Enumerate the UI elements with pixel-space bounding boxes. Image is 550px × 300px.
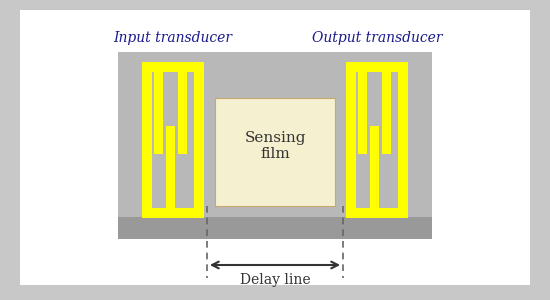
Bar (398, 72, 408, 208)
Bar (215, 98, 335, 206)
Bar (346, 62, 408, 72)
Bar (178, 72, 187, 154)
Bar (382, 72, 391, 154)
Bar (142, 62, 204, 72)
Bar (142, 208, 204, 218)
Text: Sensing
film: Sensing film (244, 131, 306, 161)
Bar (370, 126, 379, 208)
Bar (166, 126, 175, 208)
Bar (142, 72, 152, 208)
Bar (358, 72, 367, 154)
Text: Output transducer: Output transducer (312, 31, 442, 45)
Bar (118, 217, 432, 239)
Bar (215, 193, 335, 206)
Bar (194, 72, 204, 208)
Bar (154, 72, 163, 154)
Bar (346, 208, 408, 218)
Text: Delay line: Delay line (240, 273, 310, 287)
Bar (346, 72, 356, 208)
Bar (118, 52, 432, 227)
Text: Input transducer: Input transducer (113, 31, 233, 45)
